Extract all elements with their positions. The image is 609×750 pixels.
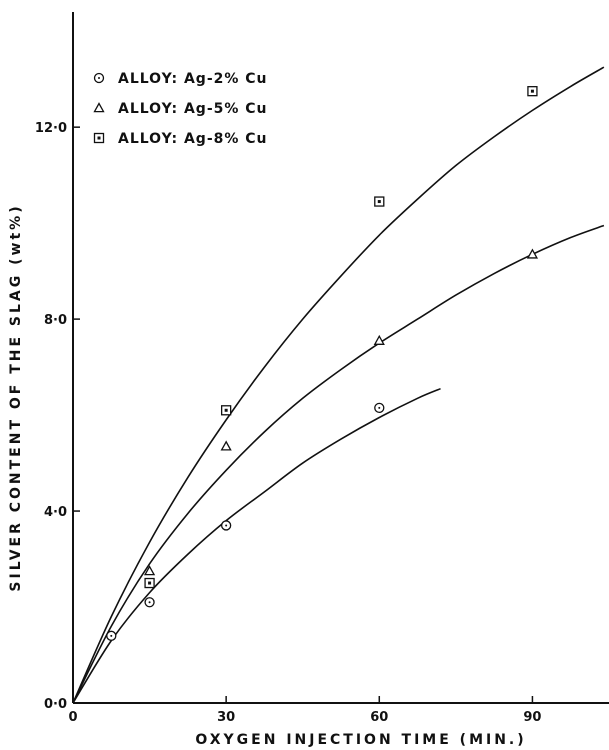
y-tick-label: 8·0	[44, 313, 67, 328]
x-tick-label: 60	[370, 710, 388, 725]
square-marker-dot	[377, 200, 381, 204]
y-tick-label: 12·0	[35, 121, 67, 136]
square-marker-dot	[224, 408, 228, 412]
x-axis-ticks: 0 30 60 90	[68, 696, 541, 725]
legend-label: ALLOY: Ag-2% Cu	[118, 71, 268, 87]
x-tick-label: 0	[68, 710, 77, 725]
triangle-data-point	[373, 334, 385, 345]
x-tick-label: 30	[217, 710, 235, 725]
triangle-data-point	[526, 248, 539, 259]
square-marker-dot	[97, 136, 101, 140]
legend-triangle-symbol	[93, 102, 105, 113]
y-tick-label: 0·0	[44, 697, 67, 712]
fit-curves	[72, 66, 605, 704]
fit-curve-square	[72, 66, 605, 704]
legend: ALLOY: Ag-2% Cu ALLOY: Ag-5% Cu ALLOY: Ag-…	[93, 71, 268, 147]
x-tick-label: 90	[523, 710, 541, 725]
y-tick-label: 4·0	[44, 505, 67, 520]
legend-label: ALLOY: Ag-5% Cu	[118, 101, 268, 117]
legend-label: ALLOY: Ag-8% Cu	[118, 131, 268, 147]
circle-marker-dot	[98, 77, 100, 79]
y-axis-title: SILVER CONTENT OF THE SLAG (wt%)	[8, 203, 24, 591]
triangle-data-point	[143, 565, 156, 576]
triangle-data-point	[220, 440, 232, 451]
data-markers	[106, 86, 539, 641]
square-marker-dot	[530, 89, 534, 93]
square-marker-dot	[148, 581, 152, 585]
fit-curve-triangle	[72, 224, 605, 704]
fit-curve-circle	[72, 387, 441, 704]
circle-marker-dot	[110, 634, 113, 637]
circle-marker-dot	[148, 601, 151, 604]
x-axis-title: OXYGEN INJECTION TIME (MIN.)	[195, 732, 526, 748]
y-axis-ticks: 0·0 4·0 8·0 12·0	[35, 121, 80, 712]
circle-marker-dot	[225, 524, 228, 527]
circle-marker-dot	[378, 406, 381, 409]
